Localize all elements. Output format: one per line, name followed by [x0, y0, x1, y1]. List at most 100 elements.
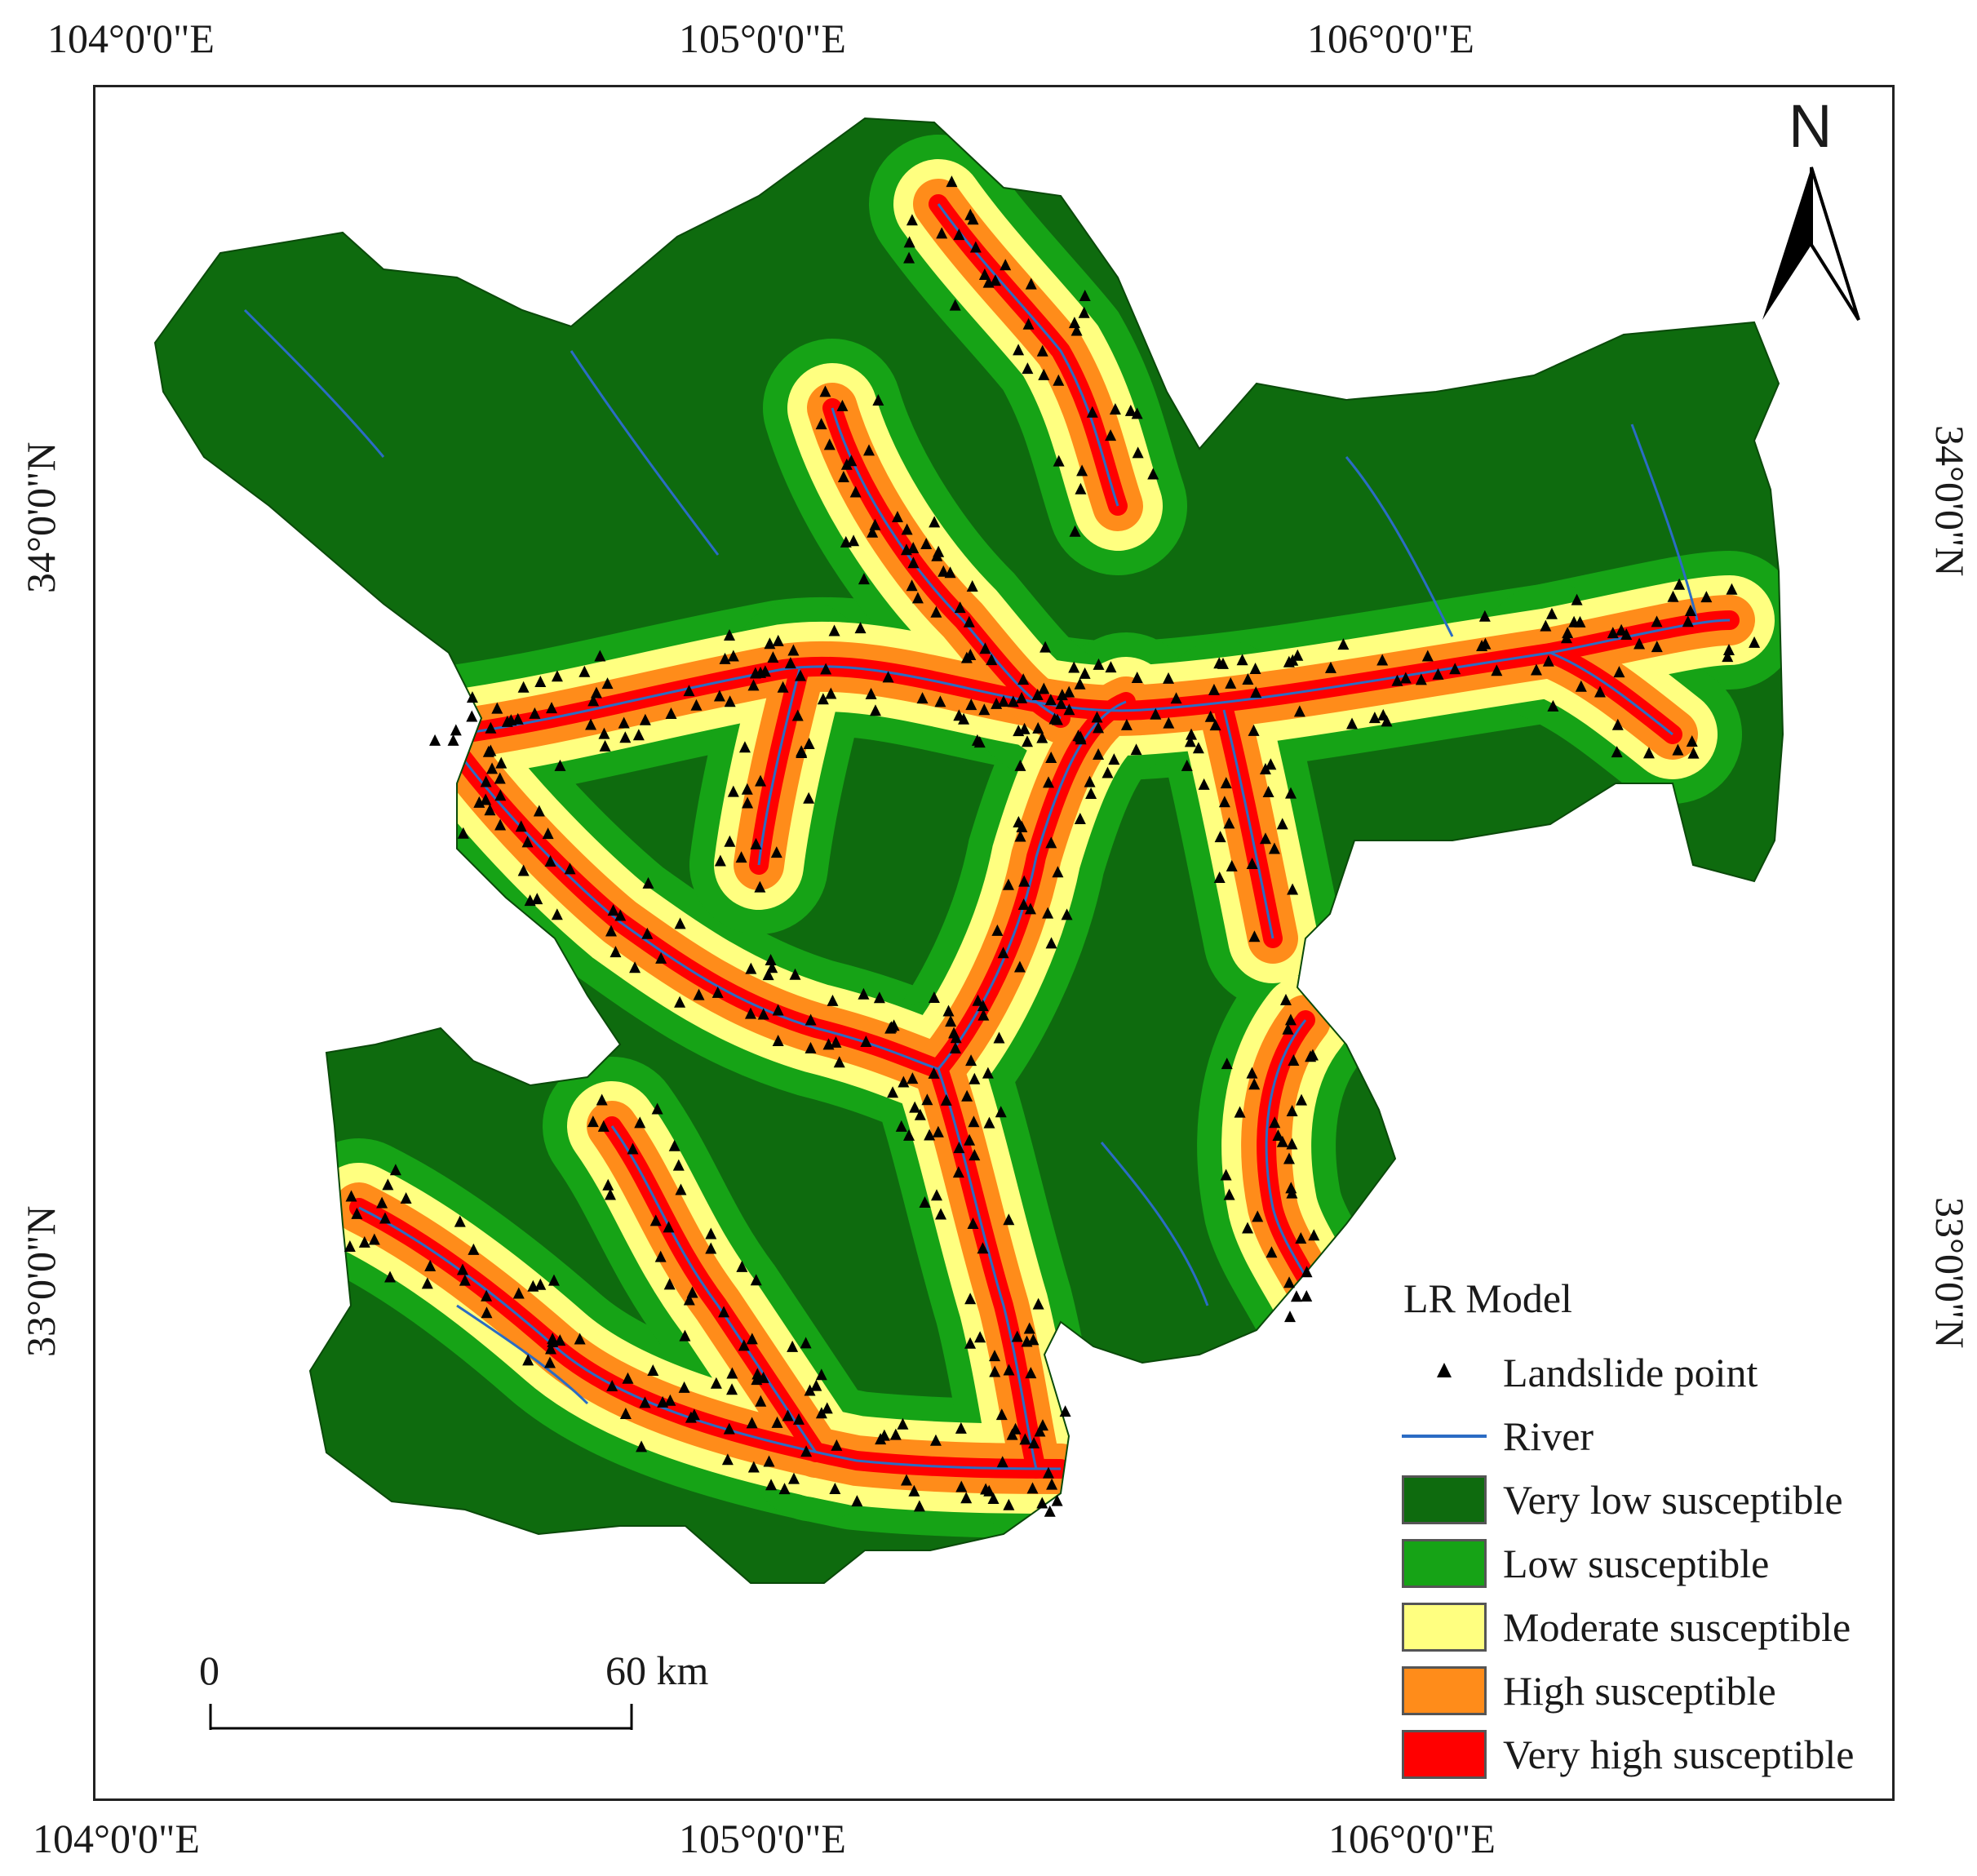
landslide-point-icon — [1220, 1169, 1232, 1181]
landslide-point-icon — [1722, 644, 1735, 656]
landslide-point-icon — [794, 669, 806, 681]
landslide-point-icon — [491, 702, 503, 714]
landslide-point-icon — [828, 624, 840, 636]
landslide-point-icon — [1545, 607, 1558, 619]
landslide-point-icon — [1163, 672, 1175, 684]
landslide-point-icon — [1726, 583, 1738, 595]
legend-item-landslide: Landslide point — [1402, 1346, 1758, 1399]
landslide-point-icon — [1226, 859, 1238, 871]
landslide-point-icon — [1478, 610, 1491, 622]
landslide-point-icon — [810, 1379, 822, 1391]
landslide-point-icon — [765, 953, 777, 965]
landslide-point-icon — [907, 557, 920, 569]
landslide-point-icon — [597, 1120, 610, 1132]
landslide-point-icon — [663, 1221, 675, 1233]
landslide-point-icon — [1651, 615, 1663, 628]
landslide-point-icon — [961, 1089, 973, 1102]
landslide-point-icon — [1290, 1290, 1302, 1302]
landslide-point-icon — [1053, 455, 1065, 467]
landslide-point-icon — [909, 1101, 921, 1113]
landslide-point-icon — [1337, 638, 1350, 650]
landslide-point-icon — [1491, 664, 1503, 676]
landslide-point-icon — [1093, 747, 1105, 760]
landslide-point-icon — [833, 1056, 845, 1068]
landslide-point-icon — [865, 687, 877, 699]
landslide-point-icon — [967, 1217, 979, 1229]
landslide-point-icon — [554, 759, 566, 771]
landslide-point-icon — [1068, 661, 1080, 673]
landslide-point-icon — [521, 836, 534, 848]
landslide-point-icon — [485, 744, 497, 756]
landslide-point-icon — [1223, 1188, 1235, 1200]
landslide-point-icon — [1013, 344, 1025, 356]
landslide-point-icon — [724, 695, 736, 707]
landslide-point-icon — [1052, 866, 1064, 878]
landslide-point-icon — [606, 1380, 618, 1392]
landslide-point-icon — [1449, 663, 1461, 675]
landslide-point-icon — [1079, 667, 1091, 679]
landslide-point-icon — [1036, 731, 1048, 743]
landslide-point-icon — [1575, 680, 1587, 692]
landslide-point-icon — [1105, 661, 1117, 673]
landslide-point-icon — [977, 1242, 989, 1254]
landslide-point-icon — [1259, 832, 1271, 845]
landslide-point-icon — [873, 991, 885, 1004]
landslide-point-icon — [1562, 627, 1574, 639]
landslide-point-icon — [935, 1208, 947, 1220]
landslide-point-icon — [546, 702, 558, 714]
landslide-point-icon — [747, 1461, 760, 1473]
landslide-point-icon — [351, 1207, 363, 1219]
landslide-point-icon — [1700, 591, 1713, 603]
landslide-point-icon — [763, 1455, 775, 1467]
landslide-point-icon — [724, 629, 736, 641]
landslide-point-icon — [1013, 960, 1026, 973]
landslide-point-icon — [683, 685, 695, 697]
landslide-point-icon — [1028, 1437, 1040, 1449]
landslide-point-icon — [1025, 1367, 1037, 1379]
landslide-point-icon — [933, 545, 945, 557]
landslide-point-icon — [765, 1479, 778, 1491]
landslide-point-icon — [1086, 406, 1098, 418]
landslide-point-icon — [512, 712, 524, 725]
landslide-point-icon — [757, 1008, 769, 1020]
landslide-point-icon — [1069, 525, 1081, 537]
landslide-point-icon — [787, 644, 800, 656]
landslide-point-icon — [821, 1402, 833, 1414]
landslide-point-icon — [787, 1340, 799, 1352]
landslide-point-icon — [840, 458, 853, 470]
landslide-point-icon — [713, 690, 725, 702]
landslide-point-icon — [1059, 1405, 1071, 1417]
landslide-point-icon — [481, 1306, 493, 1319]
landslide-point-icon — [1282, 1022, 1294, 1035]
landslide-point-icon — [1324, 661, 1336, 673]
landslide-point-icon — [954, 601, 966, 614]
landslide-point-icon — [1085, 787, 1097, 799]
landslide-point-icon — [960, 1492, 973, 1504]
landslide-point-icon — [466, 691, 478, 703]
landslide-point-icon — [955, 1480, 968, 1492]
landslide-point-icon — [724, 835, 736, 847]
landslide-point-icon — [1038, 682, 1050, 694]
landslide-point-icon — [1044, 694, 1057, 706]
landslide-point-icon — [1248, 724, 1260, 736]
landslide-point-icon — [379, 1212, 391, 1224]
landslide-point-icon — [982, 1067, 994, 1079]
landslide-point-icon — [1036, 1497, 1048, 1509]
landslide-point-icon — [830, 1036, 842, 1048]
landslide-point-icon — [1046, 1478, 1058, 1490]
landslide-point-icon — [849, 486, 862, 498]
landslide-point-icon — [825, 687, 837, 699]
landslide-point-icon — [1476, 640, 1488, 652]
landslide-point-icon — [800, 1445, 813, 1457]
landslide-point-icon — [754, 880, 766, 893]
landslide-point-icon — [945, 1015, 957, 1027]
landslide-point-icon — [977, 1009, 990, 1021]
landslide-point-icon — [997, 695, 1009, 707]
landslide-point-icon — [634, 1116, 646, 1129]
landslide-point-icon — [1075, 482, 1087, 495]
landslide-point-icon — [1007, 695, 1019, 707]
landslide-point-icon — [1022, 362, 1034, 375]
landslide-point-icon — [1204, 710, 1217, 722]
landslide-point-icon — [710, 1377, 722, 1389]
landslide-point-icon — [791, 709, 804, 721]
